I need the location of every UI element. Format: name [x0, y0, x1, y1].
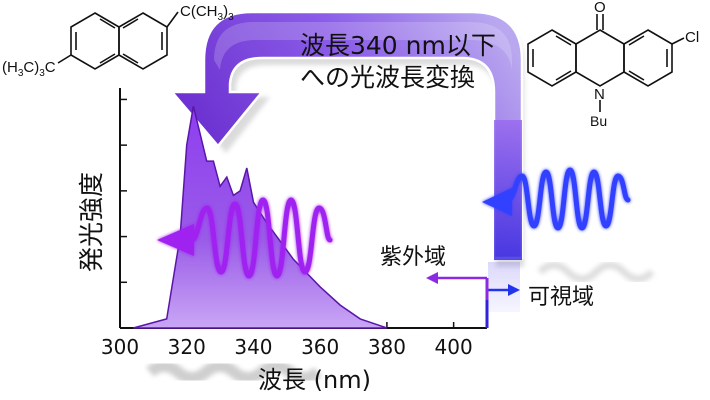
- acridone-chlorine: Cl: [685, 29, 699, 46]
- x-tick-label: 380: [368, 335, 406, 359]
- region-boundary: [426, 272, 520, 328]
- chart-axes: 300 320 340 360 380 400: [101, 88, 487, 359]
- y-axis-label: 発光強度: [77, 172, 106, 272]
- x-tick-label: 320: [168, 335, 206, 359]
- banner-line-1: 波長340 nm以下: [300, 31, 496, 60]
- x-tick-label: 340: [234, 335, 272, 359]
- emission-photon: [157, 197, 333, 279]
- visible-region-label: 可視域: [528, 285, 594, 310]
- y-ticks: [120, 98, 127, 284]
- uv-region-label: 紫外域: [380, 245, 446, 270]
- x-tick-label: 400: [435, 335, 473, 359]
- excitation-photon: [482, 167, 631, 231]
- acridone-nitrogen: N: [594, 86, 605, 103]
- acridone-molecule: [527, 14, 685, 112]
- conversion-banner: 波長340 nm以下 への光波長変換: [300, 31, 496, 92]
- x-axis-label: 波長 (nm): [258, 366, 371, 394]
- x-tick-label: 360: [301, 335, 339, 359]
- banner-line-2: への光波長変換: [300, 63, 475, 92]
- acridone-butyl: Bu: [590, 113, 607, 129]
- naphthalene-left-group: (H3C)3C: [2, 59, 56, 79]
- x-ticks: 300 320 340 360 380 400: [101, 322, 473, 359]
- naphthalene-molecule: [57, 11, 179, 70]
- naphthalene-top-group: C(CH3)3: [180, 3, 234, 23]
- conversion-arrow: [169, 10, 524, 267]
- acridone-oxygen: O: [594, 0, 606, 16]
- x-tick-label: 300: [101, 335, 139, 359]
